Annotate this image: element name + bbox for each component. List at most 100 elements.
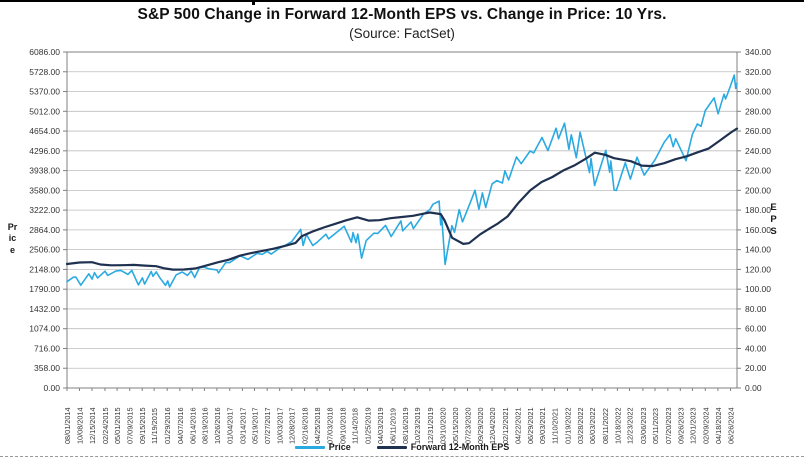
- right-axis-tick-label: 160.00: [745, 225, 771, 235]
- left-axis-tick-label: 358.00: [34, 363, 60, 373]
- x-axis-tick-label: 11/10/2021: [551, 408, 560, 444]
- left-axis-tick-label: 3222.00: [29, 205, 60, 215]
- left-axis-tick-label: 2864.00: [29, 225, 60, 235]
- x-axis-tick-label: 06/29/2021: [526, 407, 535, 444]
- x-axis-tick-label: 01/04/2017: [226, 407, 235, 444]
- x-axis-tick-label: 02/12/2021: [501, 407, 510, 444]
- left-axis-tick-label: 1790.00: [29, 284, 60, 294]
- left-axis-tick-label: 1432.00: [29, 304, 60, 314]
- right-axis-tick-label: 200.00: [745, 185, 771, 195]
- legend-item-price: Price: [294, 442, 351, 452]
- x-axis-tick-label: 08/01/2014: [63, 407, 72, 444]
- left-axis-tick-label: 1074.00: [29, 324, 60, 334]
- x-axis-tick-label: 09/03/2021: [538, 407, 547, 444]
- top-border-line: [0, 0, 804, 2]
- left-axis-tick-label: 4296.00: [29, 146, 60, 156]
- left-axis-tick-label: 4654.00: [29, 126, 60, 136]
- x-axis-tick-label: 02/09/2024: [701, 407, 710, 444]
- right-axis-tick-label: 80.00: [745, 304, 767, 314]
- x-axis-tick-label: 03/28/2022: [576, 407, 585, 444]
- legend-item-eps: Forward 12-Month EPS: [376, 442, 510, 452]
- x-axis-tick-label: 10/23/2019: [413, 407, 422, 444]
- x-axis-tick-label: 09/15/2015: [138, 407, 147, 444]
- left-axis-tick-label: 716.00: [34, 343, 60, 353]
- right-axis-tick-label: 300.00: [745, 87, 771, 97]
- eps-line-swatch: [376, 445, 407, 449]
- x-axis-tick-label: 03/14/2017: [238, 407, 247, 444]
- right-axis-title: EPS: [770, 202, 777, 237]
- x-axis-tick-label: 01/25/2019: [364, 407, 373, 444]
- x-axis-tick-label: 09/26/2023: [676, 407, 685, 444]
- x-axis-tick-label: 05/01/2015: [113, 407, 122, 444]
- left-axis-tick-label: 5370.00: [29, 87, 60, 97]
- x-axis-tick-label: 01/19/2022: [563, 407, 572, 444]
- right-axis-tick-label: 0.00: [745, 383, 762, 393]
- price-series-line: [66, 74, 738, 288]
- left-axis-tick-label: 2148.00: [29, 264, 60, 274]
- x-axis-tick-label: 07/03/2018: [326, 407, 335, 444]
- x-axis-tick-label: 04/07/2016: [176, 407, 185, 444]
- x-axis-tick-label: 12/01/2023: [688, 407, 697, 444]
- right-axis-tick-label: 320.00: [745, 67, 771, 77]
- x-axis-tick-label: 06/26/2024: [727, 407, 736, 444]
- chart-subtitle: (Source: FactSet): [349, 26, 455, 41]
- right-axis-tick-label: 340.00: [745, 47, 771, 57]
- x-axis-tick-label: 12/23/2022: [625, 407, 634, 444]
- left-axis-tick-label: 3938.00: [29, 166, 60, 176]
- x-axis-tick-label: 08/11/2022: [601, 408, 610, 444]
- x-axis-tick-label: 01/29/2016: [163, 407, 172, 444]
- x-axis-tick-label: 09/10/2018: [338, 407, 347, 444]
- legend: Price Forward 12-Month EPS: [0, 442, 804, 452]
- x-axis-tick-label: 04/03/2019: [376, 407, 385, 444]
- x-axis-tick-label: 12/08/2017: [288, 407, 297, 444]
- x-axis-tick-label: 08/19/2016: [200, 407, 209, 444]
- x-axis-tick-label: 07/09/2015: [126, 407, 135, 444]
- x-axis-tick-label: 05/19/2017: [250, 407, 259, 444]
- x-axis-tick-label: 10/03/2017: [276, 407, 285, 444]
- right-axis-tick-label: 60.00: [745, 324, 767, 334]
- right-axis-tick-label: 280.00: [745, 106, 771, 116]
- x-axis-tick-label: 10/08/2014: [75, 407, 84, 444]
- x-axis-tick-label: 11/14/2018: [350, 408, 359, 444]
- right-axis-tick-label: 140.00: [745, 245, 771, 255]
- clipped-artifact: [247, 0, 260, 2]
- left-axis-title: Price: [7, 222, 18, 255]
- left-axis-tick-label: 3580.00: [29, 185, 60, 195]
- x-axis-tick-label: 12/04/2020: [488, 407, 497, 444]
- plot-frame: [66, 51, 738, 389]
- right-axis-tick-label: 220.00: [745, 166, 771, 176]
- right-axis-tick-label: 240.00: [745, 146, 771, 156]
- x-axis-tick-label: 12/15/2014: [88, 407, 97, 444]
- x-axis-tick-label: 08/16/2019: [401, 407, 410, 444]
- x-axis-tick-label: 09/29/2020: [476, 407, 485, 444]
- x-axis-tick-label: 05/11/2023: [651, 408, 660, 444]
- clipped-artifact: [252, 2, 255, 5]
- x-axis-tick-label: 03/10/2020: [439, 407, 448, 444]
- x-axis-tick-label: 05/15/2020: [451, 407, 460, 444]
- right-axis-tick-label: 40.00: [745, 343, 767, 353]
- x-axis-tick-label: 07/27/2017: [263, 407, 272, 444]
- bottom-border-line: [0, 456, 804, 457]
- x-axis-tick-label: 02/16/2018: [301, 407, 310, 444]
- x-axis-tick-label: 12/31/2019: [426, 407, 435, 444]
- left-axis-tick-label: 2506.00: [29, 245, 60, 255]
- x-axis-tick-label: 10/18/2022: [613, 407, 622, 444]
- x-axis-tick-label: 03/06/2023: [639, 407, 648, 444]
- x-axis-tick-label: 02/24/2015: [101, 407, 110, 444]
- x-axis-tick-label: 04/25/2018: [313, 407, 322, 444]
- left-axis-tick-label: 6086.00: [29, 47, 60, 57]
- x-axis-tick-label: 06/14/2016: [188, 407, 197, 444]
- left-axis-tick-label: 5728.00: [29, 67, 60, 77]
- x-axis-tick-label: 11/19/2015: [150, 408, 159, 444]
- chart-title: S&P 500 Change in Forward 12-Month EPS v…: [137, 6, 667, 23]
- x-axis-tick-label: 06/03/2022: [588, 407, 597, 444]
- legend-label-eps: Forward 12-Month EPS: [410, 442, 510, 452]
- right-axis-tick-label: 180.00: [745, 205, 771, 215]
- x-axis-tick-label: 07/23/2020: [463, 407, 472, 444]
- left-axis-tick-label: 0.00: [43, 383, 60, 393]
- eps-series-line: [65, 127, 739, 271]
- right-axis-tick-label: 20.00: [745, 363, 767, 373]
- x-axis-tick-label: 10/26/2016: [213, 407, 222, 444]
